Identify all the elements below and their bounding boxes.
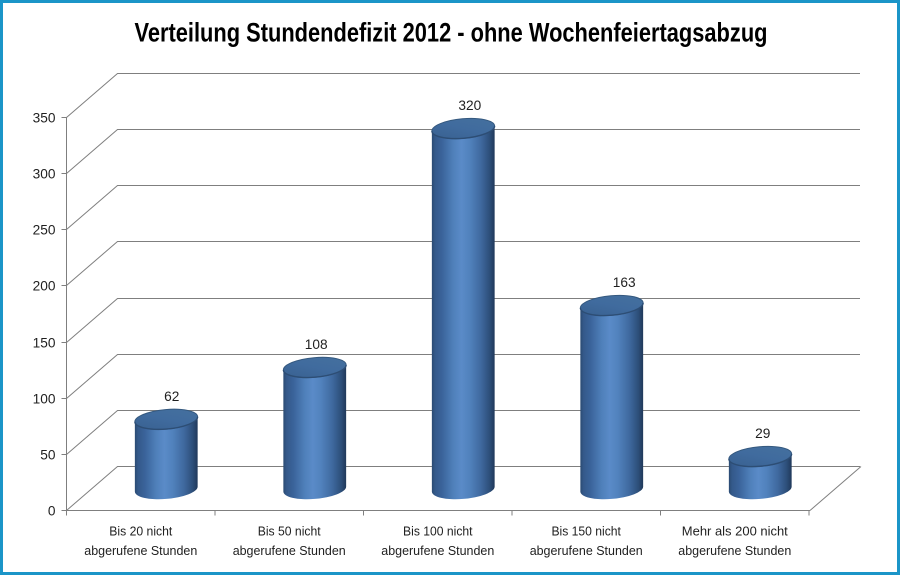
svg-text:Verteilung Stundendefizit 2012: Verteilung Stundendefizit 2012 - ohne Wo… bbox=[135, 17, 768, 47]
svg-text:29: 29 bbox=[755, 426, 770, 441]
svg-text:Bis 150 nicht: Bis 150 nicht bbox=[551, 524, 621, 539]
svg-text:108: 108 bbox=[305, 337, 328, 352]
svg-text:abgerufene Stunden: abgerufene Stunden bbox=[530, 543, 643, 558]
svg-text:Mehr als 200 nicht: Mehr als 200 nicht bbox=[682, 524, 788, 539]
svg-text:250: 250 bbox=[33, 222, 56, 237]
svg-text:abgerufene Stunden: abgerufene Stunden bbox=[381, 543, 494, 558]
svg-text:Bis 100 nicht: Bis 100 nicht bbox=[403, 524, 473, 539]
svg-text:300: 300 bbox=[33, 166, 56, 181]
svg-text:150: 150 bbox=[33, 335, 56, 350]
svg-text:abgerufene Stunden: abgerufene Stunden bbox=[84, 543, 197, 558]
svg-text:350: 350 bbox=[33, 110, 56, 125]
svg-text:50: 50 bbox=[40, 447, 56, 462]
svg-text:Bis 20 nicht: Bis 20 nicht bbox=[109, 524, 172, 539]
svg-text:100: 100 bbox=[33, 391, 56, 406]
svg-text:62: 62 bbox=[164, 389, 179, 404]
svg-text:abgerufene Stunden: abgerufene Stunden bbox=[233, 543, 346, 558]
svg-text:163: 163 bbox=[613, 275, 636, 290]
svg-text:Bis 50 nicht: Bis 50 nicht bbox=[258, 524, 321, 539]
svg-text:320: 320 bbox=[458, 98, 481, 113]
svg-text:0: 0 bbox=[48, 503, 56, 518]
svg-text:abgerufene Stunden: abgerufene Stunden bbox=[678, 543, 791, 558]
svg-text:200: 200 bbox=[33, 278, 56, 293]
